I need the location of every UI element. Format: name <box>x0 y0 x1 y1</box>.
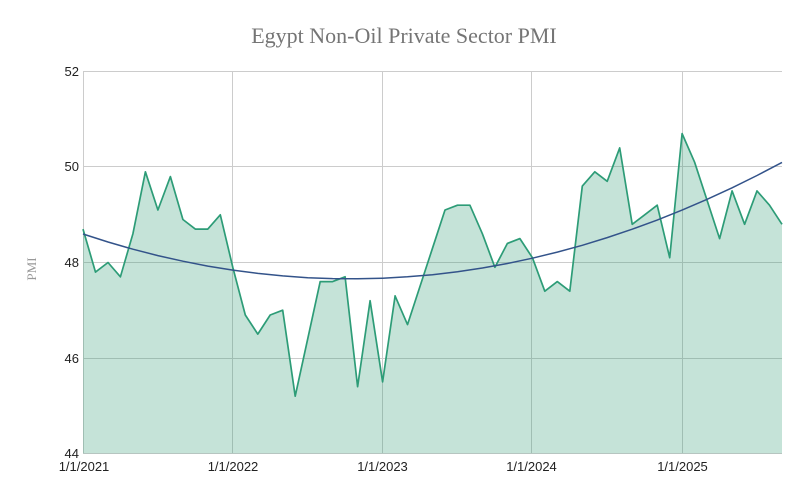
svg-text:48: 48 <box>65 255 79 270</box>
svg-text:1/1/2021: 1/1/2021 <box>59 459 110 474</box>
svg-text:44: 44 <box>65 446 79 461</box>
svg-text:Egypt Non-Oil Private Sector P: Egypt Non-Oil Private Sector PMI <box>251 23 557 48</box>
svg-text:1/1/2025: 1/1/2025 <box>657 459 708 474</box>
svg-text:PMI: PMI <box>24 257 39 280</box>
svg-text:50: 50 <box>65 159 79 174</box>
svg-text:1/1/2023: 1/1/2023 <box>357 459 408 474</box>
svg-text:52: 52 <box>65 64 79 79</box>
svg-text:1/1/2024: 1/1/2024 <box>506 459 557 474</box>
svg-text:46: 46 <box>65 351 79 366</box>
svg-text:1/1/2022: 1/1/2022 <box>208 459 259 474</box>
